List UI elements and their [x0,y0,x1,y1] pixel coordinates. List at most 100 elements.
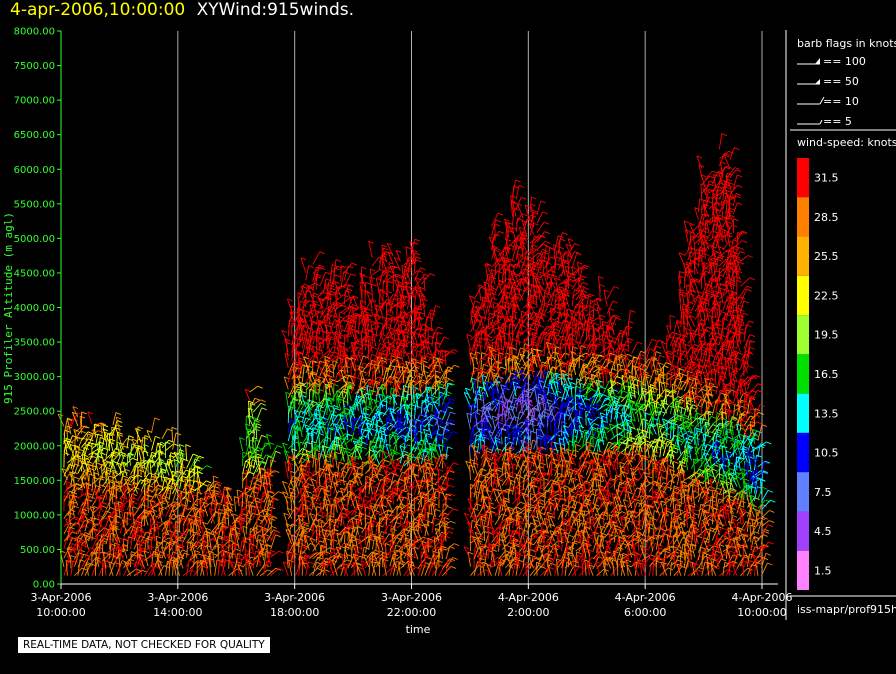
wind-barb-flag [257,534,264,538]
wind-barb [297,292,300,308]
wind-barb [193,565,203,576]
wind-barb-flag [151,536,157,540]
wind-barb [114,514,117,533]
wind-barb-flag [207,543,213,547]
wind-barb-flag [139,540,145,544]
wind-barb [234,519,237,534]
wind-barb [128,499,131,517]
wind-barb-flag [171,504,177,508]
wind-barb [151,501,161,510]
wind-barb-flag [66,547,73,551]
wind-barb-flag [122,543,128,547]
wind-barb-flag [147,494,154,498]
wind-barb [210,522,220,533]
wind-barb-flag [333,405,339,408]
wind-barb [158,486,166,495]
wind-barb [95,447,105,456]
wind-barb [357,317,360,335]
wind-barb [77,559,81,576]
wind-barb [151,417,156,433]
wind-barb [84,433,89,447]
wind-barb [130,528,137,543]
wind-barb [88,473,90,490]
wind-barb [95,546,98,561]
wind-barb-flag [74,516,80,520]
wind-barb-flag [448,531,454,534]
wind-barb [214,527,217,542]
wind-barb [178,444,184,458]
wind-barb-flag [254,397,261,401]
wind-barb-flag [257,385,263,389]
wind-barb-flag [66,481,72,485]
wind-barb-flag [135,428,141,431]
wind-barb-flag [216,481,223,485]
wind-barb-flag [70,554,76,558]
wind-barb-flag [168,439,174,443]
wind-barb-flag [365,281,371,285]
wind-barb [118,442,124,460]
wind-barb-flag [234,526,240,530]
wind-barb-flag [260,402,267,406]
wind-barb-flag [117,462,123,466]
wind-barb-flag [208,550,214,554]
wind-barb [71,412,79,427]
wind-barb [161,546,166,559]
wind-barb [89,506,96,520]
wind-barb-flag [247,428,253,432]
wind-barb-flag [448,526,455,530]
wind-barb [140,558,144,576]
wind-barb [73,451,77,468]
wind-barb [91,477,94,492]
wind-barb-flag [319,485,325,488]
wind-barb [246,559,251,576]
wind-barb-flag [242,492,248,496]
wind-barb [77,532,86,544]
wind-barb-flag [81,544,87,548]
wind-barb [242,556,252,568]
wind-barb [186,554,193,568]
wind-barb [193,465,196,484]
wind-barb-flag [79,457,85,461]
wind-barb [420,424,422,441]
wind-barb [203,554,209,569]
wind-barb [252,506,258,519]
wind-barb [197,471,202,486]
wind-barb-flag [130,511,136,515]
wind-barb [123,476,131,486]
wind-barb [166,461,173,476]
wind-barb [67,537,73,550]
wind-barb [188,484,195,500]
wind-barb-flag [352,437,358,441]
wind-barb-flag [337,265,343,269]
wind-barb-flag [380,403,386,407]
wind-barb [121,519,128,534]
wind-barb [133,461,138,476]
wind-barb [210,511,216,524]
wind-barb [102,428,110,443]
wind-barb [301,340,307,357]
wind-barb [249,446,254,461]
wind-barb [202,502,209,517]
wind-barb [108,538,114,551]
wind-barb [105,433,109,450]
wind-barb-flag [223,550,230,554]
wind-barb-flag [157,484,163,488]
wind-barb-flag [251,505,258,509]
wind-barb [263,533,268,549]
wind-barb-flag [123,445,129,449]
wind-barb [283,376,289,390]
wind-barb-flag [142,436,149,440]
wind-barb-flag [72,517,79,521]
wind-barb [119,438,128,448]
wind-barb [123,526,132,536]
wind-barb-flag [277,445,283,449]
wind-barb-flag [151,563,158,567]
wind-barb [139,446,145,460]
wind-barb [157,450,163,465]
wind-barb-flag [82,454,88,457]
wind-barb [81,431,89,441]
wind-barb [94,551,100,568]
wind-barb-flag [239,437,245,440]
wind-barb [305,265,309,281]
wind-barb-flag [128,452,135,456]
